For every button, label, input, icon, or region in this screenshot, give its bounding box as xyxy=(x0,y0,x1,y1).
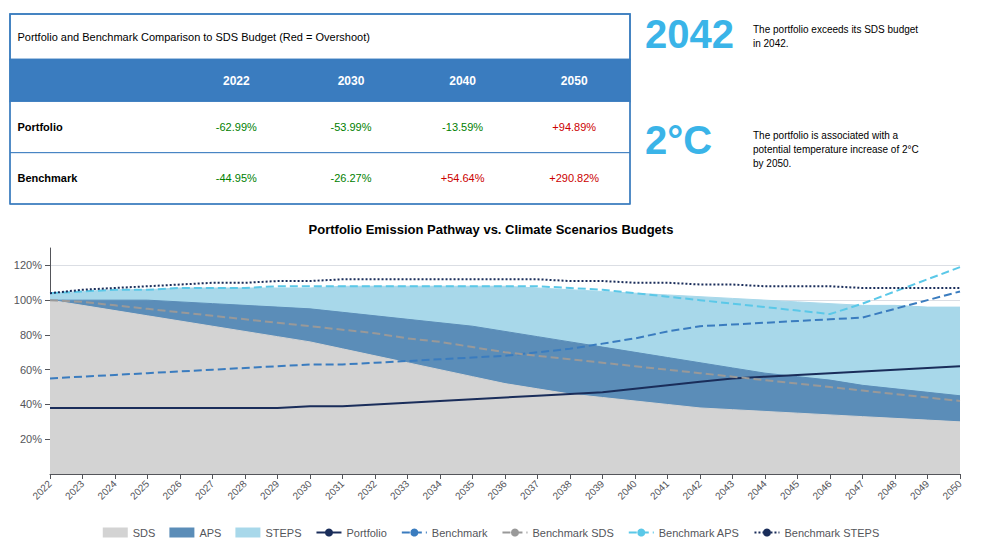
svg-text:2030: 2030 xyxy=(338,74,365,88)
svg-text:2026: 2026 xyxy=(160,478,184,502)
svg-text:APS: APS xyxy=(199,527,221,539)
svg-text:2025: 2025 xyxy=(128,478,152,502)
svg-text:2039: 2039 xyxy=(583,478,607,502)
svg-text:by 2050.: by 2050. xyxy=(753,158,791,169)
svg-text:2035: 2035 xyxy=(453,478,477,502)
svg-text:STEPS: STEPS xyxy=(265,527,301,539)
svg-text:-13.59%: -13.59% xyxy=(442,121,483,133)
svg-text:-26.27%: -26.27% xyxy=(331,172,372,184)
svg-text:Benchmark STEPS: Benchmark STEPS xyxy=(784,527,879,539)
svg-text:2023: 2023 xyxy=(63,478,87,502)
svg-text:2°C: 2°C xyxy=(645,118,712,162)
svg-text:2028: 2028 xyxy=(225,478,249,502)
svg-text:2033: 2033 xyxy=(388,478,412,502)
svg-text:+290.82%: +290.82% xyxy=(549,172,599,184)
svg-text:2029: 2029 xyxy=(258,478,282,502)
svg-text:2050: 2050 xyxy=(561,74,588,88)
svg-text:2045: 2045 xyxy=(778,478,802,502)
svg-text:Portfolio: Portfolio xyxy=(346,527,386,539)
svg-text:2042: 2042 xyxy=(680,478,704,502)
svg-text:in 2042.: in 2042. xyxy=(753,38,789,49)
svg-text:2040: 2040 xyxy=(449,74,476,88)
svg-text:Portfolio Emission Pathway vs.: Portfolio Emission Pathway vs. Climate S… xyxy=(309,222,674,237)
svg-text:120%: 120% xyxy=(14,259,42,271)
svg-text:2048: 2048 xyxy=(875,478,899,502)
svg-text:2043: 2043 xyxy=(713,478,737,502)
svg-text:potential temperature increase: potential temperature increase of 2°C xyxy=(753,144,919,155)
svg-text:The portfolio is associated wi: The portfolio is associated with a xyxy=(753,130,899,141)
svg-text:-44.95%: -44.95% xyxy=(216,172,257,184)
svg-text:80%: 80% xyxy=(20,329,42,341)
svg-text:+54.64%: +54.64% xyxy=(441,172,485,184)
svg-text:2044: 2044 xyxy=(745,478,769,502)
svg-text:+94.89%: +94.89% xyxy=(552,121,596,133)
svg-text:2042: 2042 xyxy=(645,12,734,56)
svg-text:2050: 2050 xyxy=(940,478,964,502)
svg-text:Benchmark SDS: Benchmark SDS xyxy=(532,527,613,539)
svg-text:Benchmark APS: Benchmark APS xyxy=(659,527,739,539)
svg-text:-53.99%: -53.99% xyxy=(331,121,372,133)
svg-text:2037: 2037 xyxy=(518,478,542,502)
svg-text:2040: 2040 xyxy=(615,478,639,502)
svg-text:2036: 2036 xyxy=(485,478,509,502)
svg-text:2032: 2032 xyxy=(355,478,379,502)
svg-text:Portfolio and Benchmark Compar: Portfolio and Benchmark Comparison to SD… xyxy=(17,31,369,43)
svg-text:-62.99%: -62.99% xyxy=(216,121,257,133)
svg-text:Benchmark: Benchmark xyxy=(17,172,78,184)
svg-text:2022: 2022 xyxy=(30,478,54,502)
svg-text:40%: 40% xyxy=(20,398,42,410)
svg-text:20%: 20% xyxy=(20,433,42,445)
svg-text:SDS: SDS xyxy=(133,527,156,539)
svg-text:2024: 2024 xyxy=(95,478,119,502)
svg-text:2046: 2046 xyxy=(810,478,834,502)
svg-text:2034: 2034 xyxy=(420,478,444,502)
svg-text:Portfolio: Portfolio xyxy=(17,121,62,133)
svg-text:60%: 60% xyxy=(20,364,42,376)
svg-text:Benchmark: Benchmark xyxy=(432,527,488,539)
svg-text:2027: 2027 xyxy=(193,478,217,502)
svg-text:2041: 2041 xyxy=(648,478,672,502)
svg-text:2038: 2038 xyxy=(550,478,574,502)
svg-text:2030: 2030 xyxy=(290,478,314,502)
svg-text:2031: 2031 xyxy=(323,478,347,502)
svg-text:2047: 2047 xyxy=(843,478,867,502)
svg-text:100%: 100% xyxy=(14,294,42,306)
svg-text:2022: 2022 xyxy=(223,74,250,88)
svg-text:2049: 2049 xyxy=(908,478,932,502)
svg-text:The portfolio exceeds its SDS: The portfolio exceeds its SDS budget xyxy=(753,24,918,35)
